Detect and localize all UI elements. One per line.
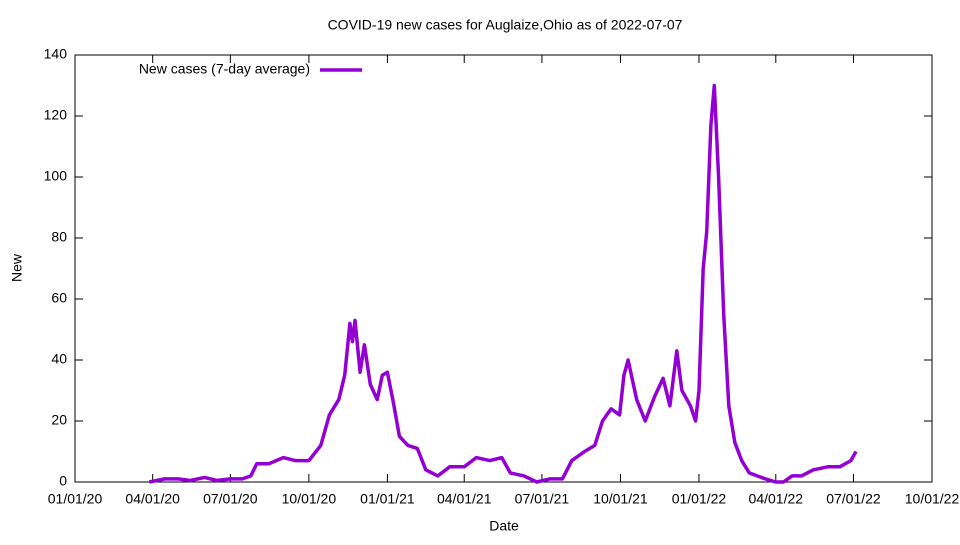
x-tick-label: 04/01/20: [125, 491, 180, 507]
x-tick-label: 07/01/22: [826, 491, 881, 507]
x-tick-label: 01/01/21: [360, 491, 415, 507]
y-axis-label: New: [9, 253, 25, 282]
y-tick-label: 0: [59, 473, 67, 489]
x-tick-label: 07/01/21: [515, 491, 570, 507]
chart-title: COVID-19 new cases for Auglaize,Ohio as …: [328, 17, 683, 33]
plot-frame: [74, 54, 933, 483]
x-axis-label: Date: [489, 518, 519, 534]
y-tick-label: 40: [51, 351, 67, 367]
x-tick-label: 04/01/22: [749, 491, 804, 507]
y-tick-label: 60: [51, 290, 67, 306]
y-tick-label: 20: [51, 412, 67, 428]
x-tick-label: 01/01/22: [672, 491, 727, 507]
y-tick-label: 140: [44, 46, 68, 62]
legend-label: New cases (7-day average): [139, 61, 310, 77]
x-tick-label: 10/01/20: [282, 491, 337, 507]
x-tick-label: 10/01/21: [593, 491, 648, 507]
x-tick-label: 04/01/21: [437, 491, 492, 507]
y-tick-label: 100: [44, 168, 68, 184]
data-line: [148, 83, 858, 484]
y-tick-label: 120: [44, 107, 68, 123]
x-tick-label: 01/01/20: [48, 491, 103, 507]
y-tick-label: 80: [51, 229, 67, 245]
x-tick-label: 10/01/22: [905, 491, 960, 507]
x-tick-label: 07/01/20: [203, 491, 258, 507]
